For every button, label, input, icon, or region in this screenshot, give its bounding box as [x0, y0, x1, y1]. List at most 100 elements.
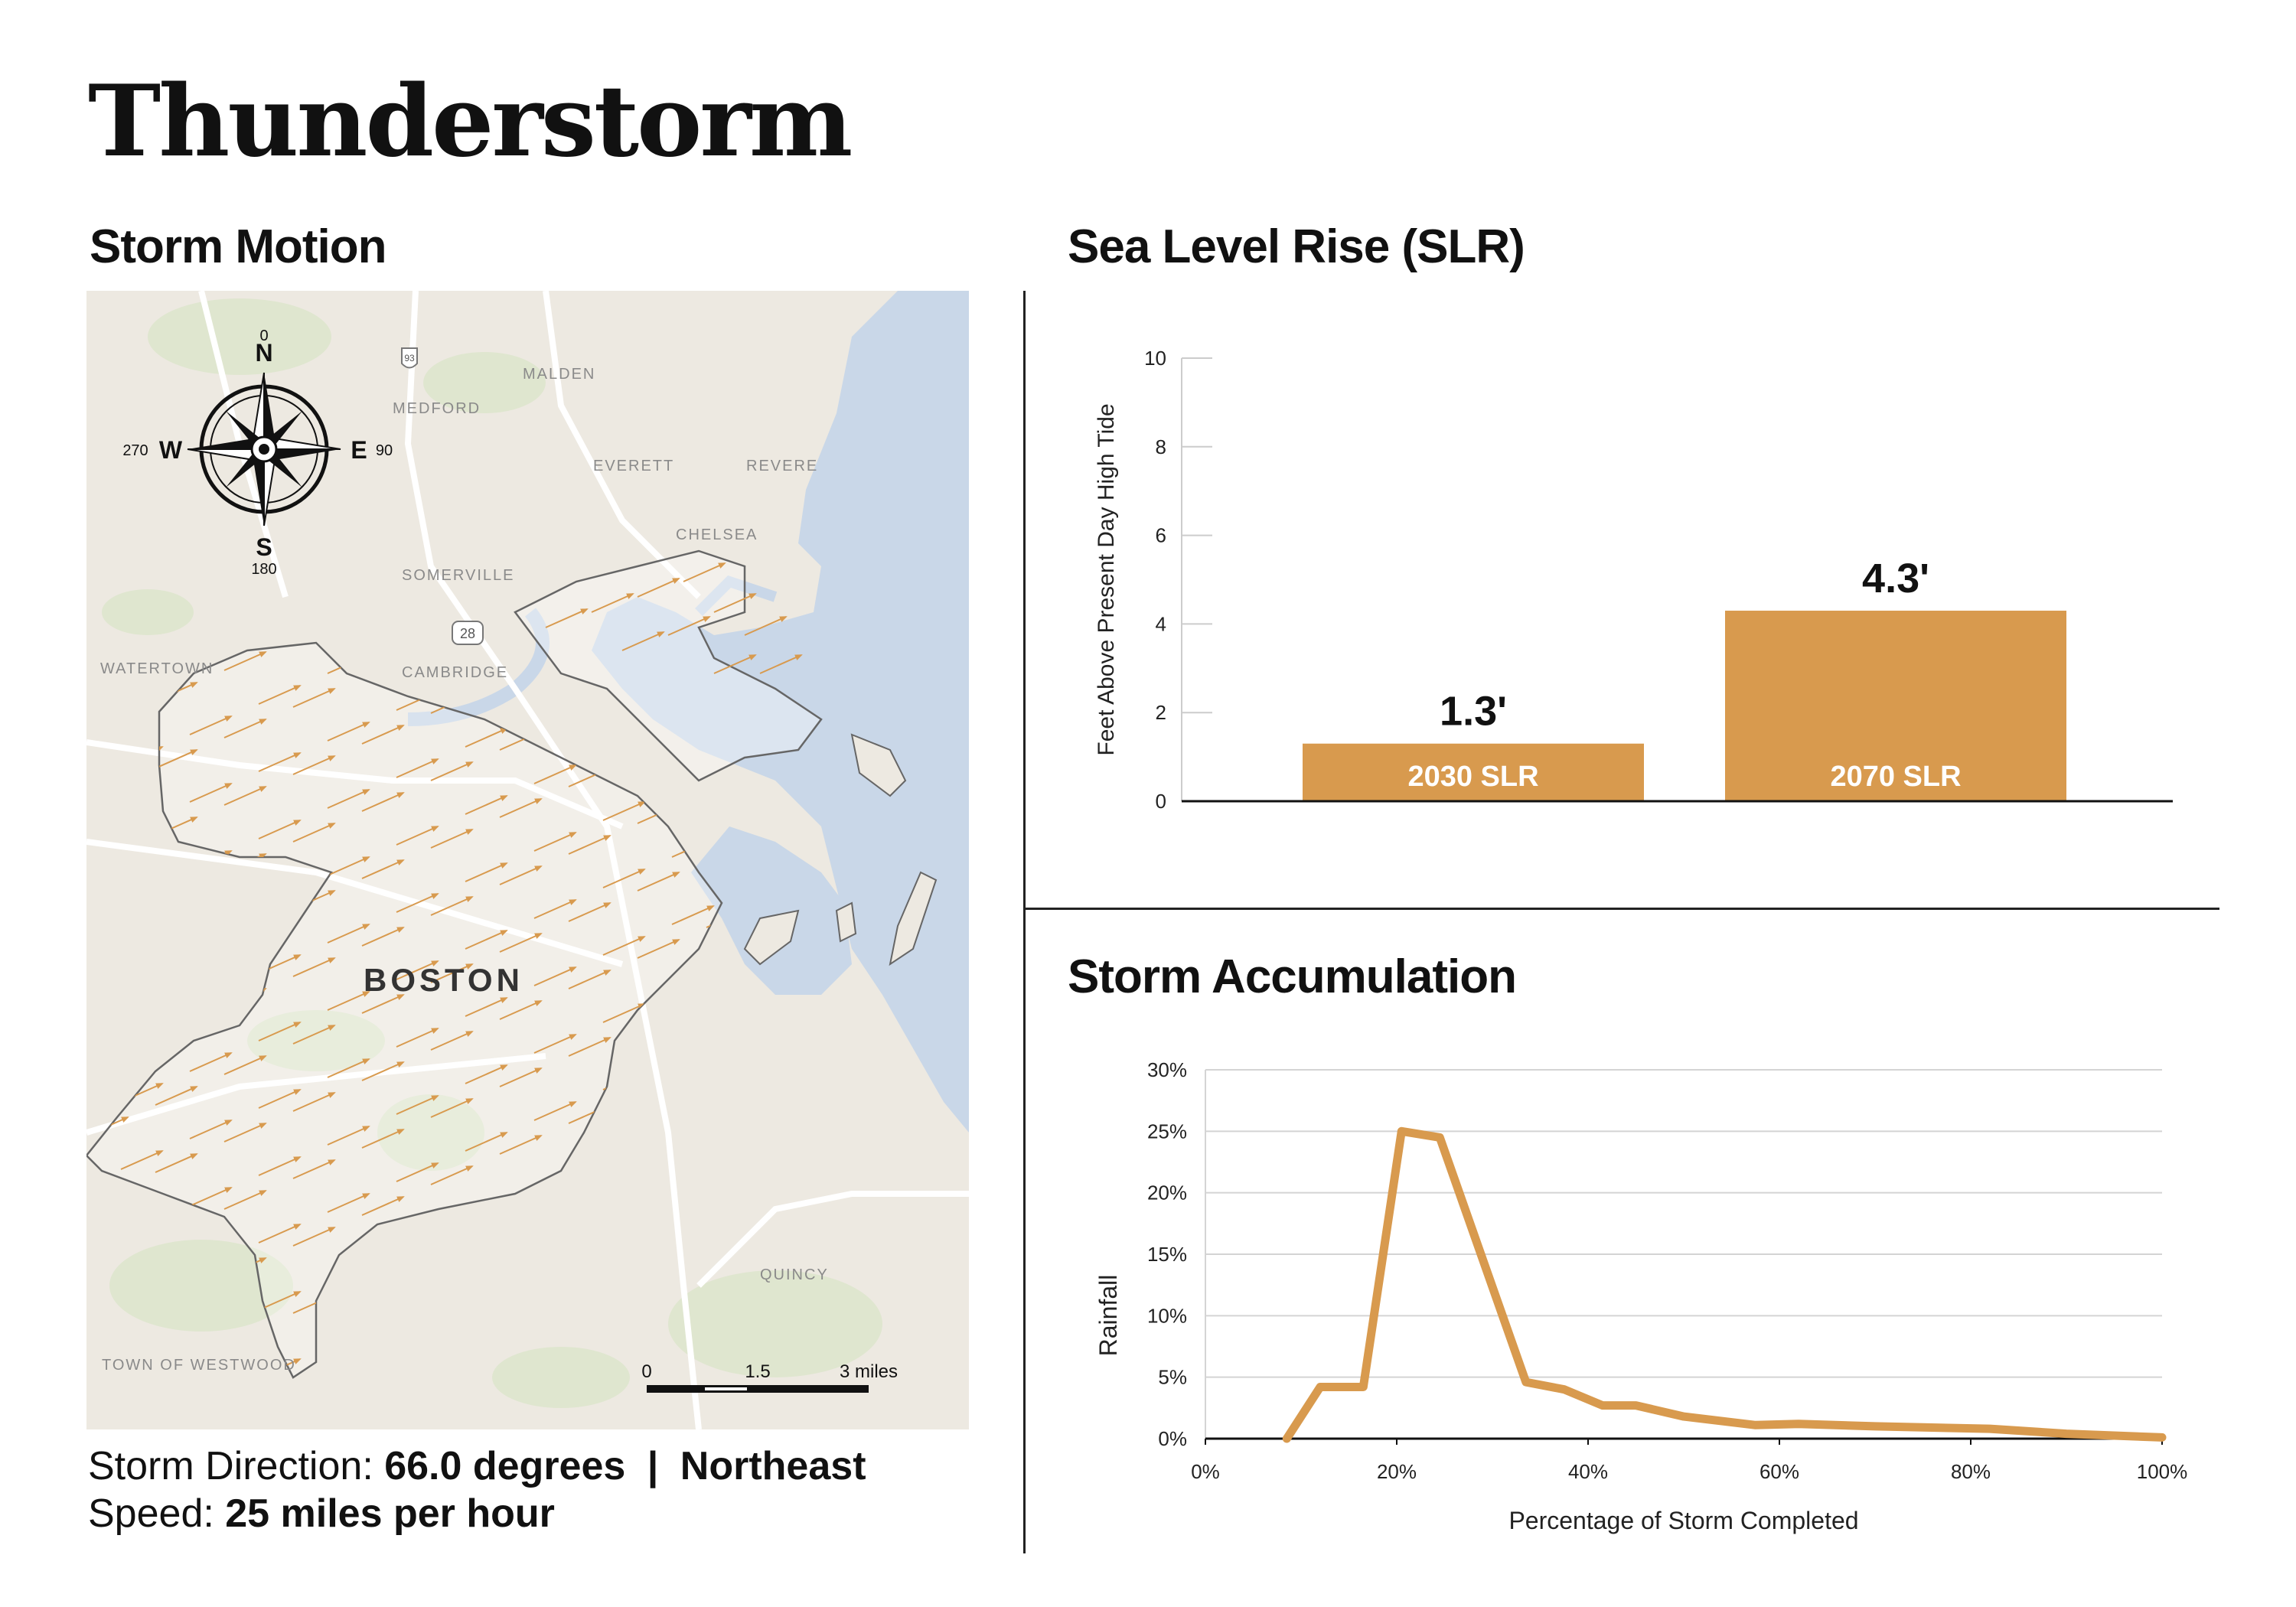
storm-arrow — [292, 755, 336, 775]
place-label: CHELSEA — [676, 526, 758, 543]
storm-arrow — [327, 1126, 370, 1146]
acc-ytick-label: 10% — [1147, 1304, 1187, 1327]
compass-n: N — [255, 339, 272, 367]
compass-n-deg: 0 — [259, 328, 268, 344]
slr-ytick-label: 6 — [1156, 524, 1166, 547]
storm-arrow — [465, 728, 508, 748]
storm-arrow — [155, 749, 198, 769]
map-scale-bar[interactable]: 0 1.5 3 miles — [641, 1361, 898, 1393]
storm-arrow — [545, 608, 589, 628]
speed-label: Speed: — [88, 1491, 214, 1536]
place-label: MEDFORD — [393, 400, 481, 417]
direction-name: Northeast — [680, 1444, 866, 1488]
compass-s-deg: 180 — [251, 561, 276, 578]
acc-xtick-label: 0% — [1191, 1460, 1220, 1483]
page-title: Thunderstorm — [88, 64, 853, 179]
storm-arrow — [499, 865, 543, 885]
harbor-islands — [743, 733, 938, 966]
storm-arrow — [465, 997, 508, 1017]
compass-e: E — [351, 436, 367, 464]
storm-arrow — [258, 1022, 302, 1041]
storm-arrow — [683, 562, 726, 582]
storm-arrow — [602, 869, 646, 888]
storm-arrow — [396, 758, 439, 778]
storm-arrow — [327, 722, 370, 742]
compass-e-deg: 90 — [376, 442, 393, 459]
storm-arrow — [396, 826, 439, 846]
storm-arrow — [568, 835, 612, 855]
storm-arrow — [292, 688, 336, 708]
storm-arrow — [430, 1165, 474, 1185]
direction-label: Storm Direction: — [88, 1444, 373, 1488]
slr-ytick-label: 10 — [1144, 347, 1166, 370]
route-shield-93: 93 — [401, 347, 418, 369]
storm-arrow — [361, 859, 405, 879]
slr-bar-value-label: 1.3' — [1440, 689, 1507, 735]
storm-arrow — [499, 798, 543, 818]
storm-arrow — [223, 719, 267, 738]
scale-tick-0: 0 — [641, 1361, 651, 1382]
acc-xtick-label: 40% — [1568, 1460, 1608, 1483]
slr-ytick-label: 2 — [1156, 701, 1166, 724]
storm-arrow — [223, 1123, 267, 1143]
storm-arrow — [533, 764, 577, 784]
storm-arrow — [499, 1000, 543, 1020]
acc-xlabel: Percentage of Storm Completed — [1508, 1507, 1858, 1534]
storm-arrow — [637, 578, 680, 598]
svg-text:93: 93 — [404, 353, 415, 363]
svg-text:28: 28 — [460, 626, 475, 641]
place-label: REVERE — [746, 458, 818, 474]
compass-s: S — [256, 533, 272, 561]
storm-arrow — [258, 820, 302, 839]
storm-arrow — [189, 715, 233, 735]
place-label: QUINCY — [760, 1266, 829, 1283]
storm-arrow — [292, 957, 336, 977]
place-label: EVERETT — [593, 458, 674, 474]
storm-arrow — [533, 1034, 577, 1054]
storm-arrow — [258, 685, 302, 705]
horizontal-divider — [1023, 908, 2219, 910]
compass-rose: N 0 S 180 E 90 W 270 — [122, 328, 393, 578]
storm-arrow — [621, 631, 665, 651]
storm-arrow — [465, 795, 508, 815]
speed-value: 25 miles per hour — [225, 1491, 555, 1536]
slr-ytick-label: 4 — [1156, 612, 1166, 635]
compass-w-deg: 270 — [122, 442, 148, 459]
storm-arrow — [361, 1196, 405, 1216]
storm-arrow — [223, 1190, 267, 1210]
slr-bar — [1303, 743, 1644, 801]
storm-arrow — [223, 786, 267, 806]
storm-arrow — [602, 936, 646, 956]
mystic-river — [695, 575, 778, 616]
slr-ytick-label: 0 — [1156, 790, 1166, 813]
slr-ylabel: Feet Above Present Day High Tide — [1094, 403, 1119, 755]
acc-ytick-label: 0% — [1158, 1427, 1187, 1450]
accumulation-heading: Storm Accumulation — [1068, 950, 1517, 1003]
compass-w: W — [159, 436, 183, 464]
acc-xtick-label: 100% — [2137, 1460, 2188, 1483]
storm-arrow — [292, 1227, 336, 1247]
storm-arrow — [327, 856, 370, 876]
place-label: MALDEN — [523, 366, 595, 383]
storm-arrow — [637, 939, 680, 959]
storm-motion-heading: Storm Motion — [90, 220, 386, 273]
storm-arrow — [637, 872, 680, 892]
direction-separator: | — [647, 1444, 659, 1488]
storm-arrow — [120, 1150, 164, 1170]
slr-bar — [1725, 611, 2066, 801]
storm-arrow — [744, 616, 788, 636]
storm-arrow — [667, 616, 711, 636]
storm-arrow — [430, 761, 474, 781]
storm-arrow — [533, 966, 577, 986]
storm-arrow — [327, 789, 370, 809]
storm-arrow — [430, 963, 474, 983]
storm-arrow — [499, 1068, 543, 1087]
storm-arrow — [568, 902, 612, 922]
storm-motion-map[interactable]: MALDEN MEDFORD EVERETT REVERE CHELSEA SO… — [85, 290, 969, 1430]
storm-arrow — [533, 832, 577, 852]
storm-direction-arrows-east — [545, 562, 803, 674]
acc-ytick-label: 5% — [1158, 1366, 1187, 1389]
acc-ytick-label: 20% — [1147, 1182, 1187, 1204]
storm-arrow — [361, 994, 405, 1014]
acc-ytick-label: 25% — [1147, 1120, 1187, 1143]
